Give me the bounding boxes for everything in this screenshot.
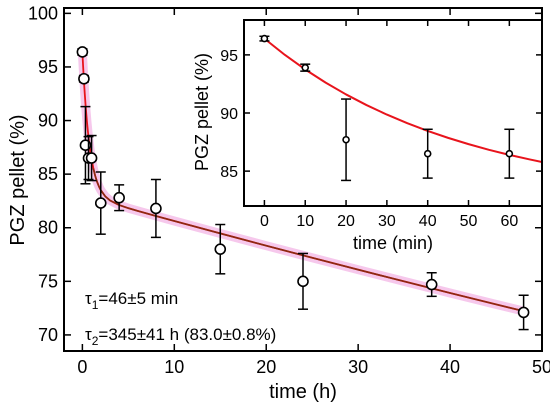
y-tick-label: 90 <box>220 106 238 123</box>
data-point <box>259 34 270 43</box>
x-tick-label: 40 <box>419 213 437 230</box>
data-point <box>76 46 89 58</box>
inset-fit-group <box>263 37 542 163</box>
main-x-axis-title: time (h) <box>269 381 337 403</box>
data-point <box>341 98 352 182</box>
y-tick-label: 95 <box>38 57 58 77</box>
y-tick-label: 90 <box>38 111 58 131</box>
main-y-axis-title: PGZ pellet (%) <box>7 114 29 245</box>
data-point <box>300 63 311 72</box>
data-point <box>150 178 162 239</box>
data-marker <box>113 191 125 204</box>
inset-y-axis-title: PGZ pellet (%) <box>192 53 212 171</box>
annotation-tau2: τ2=345±41 h (83.0±0.8%) <box>85 325 276 348</box>
data-point <box>517 294 530 331</box>
data-point <box>504 128 515 179</box>
x-tick-label: 30 <box>348 357 368 377</box>
y-tick-label: 70 <box>38 325 58 345</box>
y-tick-label: 95 <box>220 48 238 65</box>
inset-chart: 0 10 20 30 40 50 60 85 90 95 time (min) PGZ pelle… <box>192 19 543 253</box>
data-marker <box>342 135 350 144</box>
data-point <box>113 184 125 212</box>
x-tick-label: 20 <box>256 357 276 377</box>
fit-slow-component <box>92 168 524 312</box>
inset-background <box>244 20 542 206</box>
x-tick-label: 0 <box>260 213 269 230</box>
annotation-tau1: τ1=46±5 min <box>85 289 178 312</box>
x-tick-label: 10 <box>296 213 314 230</box>
data-marker <box>505 149 514 158</box>
x-tick-label: 40 <box>440 357 460 377</box>
inset-plot-frame <box>243 19 543 207</box>
data-point <box>85 134 98 182</box>
x-tick-label: 50 <box>460 213 478 230</box>
main-fit-group <box>77 51 525 316</box>
x-tick-label: 20 <box>337 213 355 230</box>
data-marker <box>423 149 432 158</box>
x-tick-label: 10 <box>164 357 184 377</box>
data-marker <box>94 197 107 209</box>
inset-markers <box>259 34 515 182</box>
x-tick-label: 0 <box>77 357 87 377</box>
data-marker <box>150 202 162 215</box>
data-point <box>94 171 107 235</box>
y-tick-label: 100 <box>28 3 58 23</box>
data-marker <box>301 63 310 72</box>
data-point <box>297 252 309 310</box>
y-tick-label: 85 <box>38 164 58 184</box>
data-point <box>422 128 433 179</box>
main-markers <box>76 46 530 331</box>
data-point <box>425 272 438 298</box>
data-marker <box>85 152 98 164</box>
data-marker <box>76 46 89 58</box>
data-point <box>78 72 90 85</box>
data-marker <box>517 306 530 319</box>
data-marker <box>425 278 438 291</box>
y-tick-label: 80 <box>38 218 58 238</box>
data-marker <box>260 34 269 43</box>
data-point <box>214 223 227 275</box>
x-tick-label: 60 <box>500 213 518 230</box>
fit-curve <box>263 37 542 163</box>
x-tick-label: 50 <box>532 357 550 377</box>
y-tick-label: 75 <box>38 271 58 291</box>
y-tick-label: 85 <box>220 164 238 181</box>
data-marker <box>297 275 309 288</box>
inset-x-axis-title: time (min) <box>353 233 433 253</box>
data-marker <box>214 243 227 255</box>
data-marker <box>78 72 90 85</box>
x-tick-label: 30 <box>378 213 396 230</box>
